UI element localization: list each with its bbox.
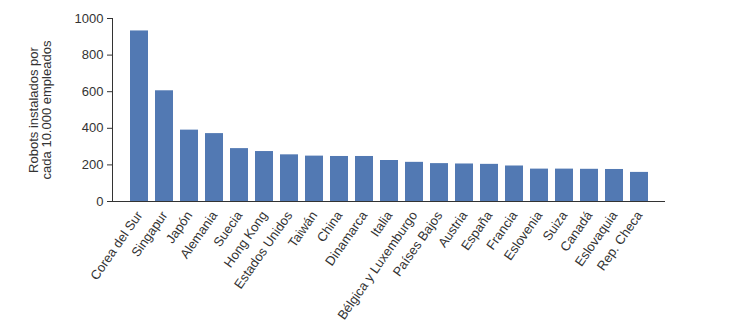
svg-text:Eslovenia: Eslovenia <box>500 208 546 264</box>
svg-text:Países Bajos: Países Bajos <box>389 208 446 280</box>
svg-text:Japón: Japón <box>162 208 196 246</box>
svg-text:1000: 1000 <box>75 11 104 26</box>
svg-text:Corea del Sur: Corea del Sur <box>87 208 146 283</box>
svg-text:Taiwán: Taiwán <box>285 208 320 250</box>
svg-text:Robots instalados porcada 10.0: Robots instalados porcada 10.000 emplead… <box>26 40 54 179</box>
svg-text:Francia: Francia <box>483 208 521 253</box>
svg-text:Hong Kong: Hong Kong <box>220 208 271 271</box>
svg-text:Suecia: Suecia <box>210 208 246 250</box>
svg-text:Canadá: Canadá <box>557 208 596 255</box>
svg-text:Estados Unidos: Estados Unidos <box>231 208 296 292</box>
svg-text:España: España <box>457 208 496 253</box>
svg-text:Rep. Checa: Rep. Checa <box>594 208 646 273</box>
svg-text:Bélgica y Luxemburgo: Bélgica y Luxemburgo <box>334 208 421 323</box>
svg-text:400: 400 <box>82 120 104 135</box>
svg-text:200: 200 <box>82 157 104 172</box>
svg-text:China: China <box>313 208 346 245</box>
svg-text:Dinamarca: Dinamarca <box>322 208 371 269</box>
svg-text:Italia: Italia <box>367 208 396 240</box>
svg-text:Austria: Austria <box>434 208 471 251</box>
svg-text:Singapur: Singapur <box>128 208 171 260</box>
svg-text:Alemania: Alemania <box>177 208 221 262</box>
svg-text:600: 600 <box>82 84 104 99</box>
svg-text:800: 800 <box>82 47 104 62</box>
svg-text:Eslovaquia: Eslovaquia <box>571 208 621 269</box>
svg-text:0: 0 <box>96 194 103 209</box>
svg-text:Suiza: Suiza <box>539 208 571 244</box>
